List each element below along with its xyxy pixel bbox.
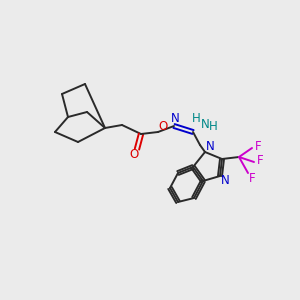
Text: H: H <box>192 112 200 124</box>
Text: N: N <box>201 118 209 131</box>
Text: N: N <box>220 175 230 188</box>
Text: N: N <box>206 140 214 154</box>
Text: F: F <box>249 172 255 184</box>
Text: F: F <box>257 154 263 167</box>
Text: O: O <box>129 148 139 161</box>
Text: N: N <box>171 112 179 125</box>
Text: F: F <box>255 140 261 152</box>
Text: O: O <box>158 121 168 134</box>
Text: H: H <box>208 119 217 133</box>
